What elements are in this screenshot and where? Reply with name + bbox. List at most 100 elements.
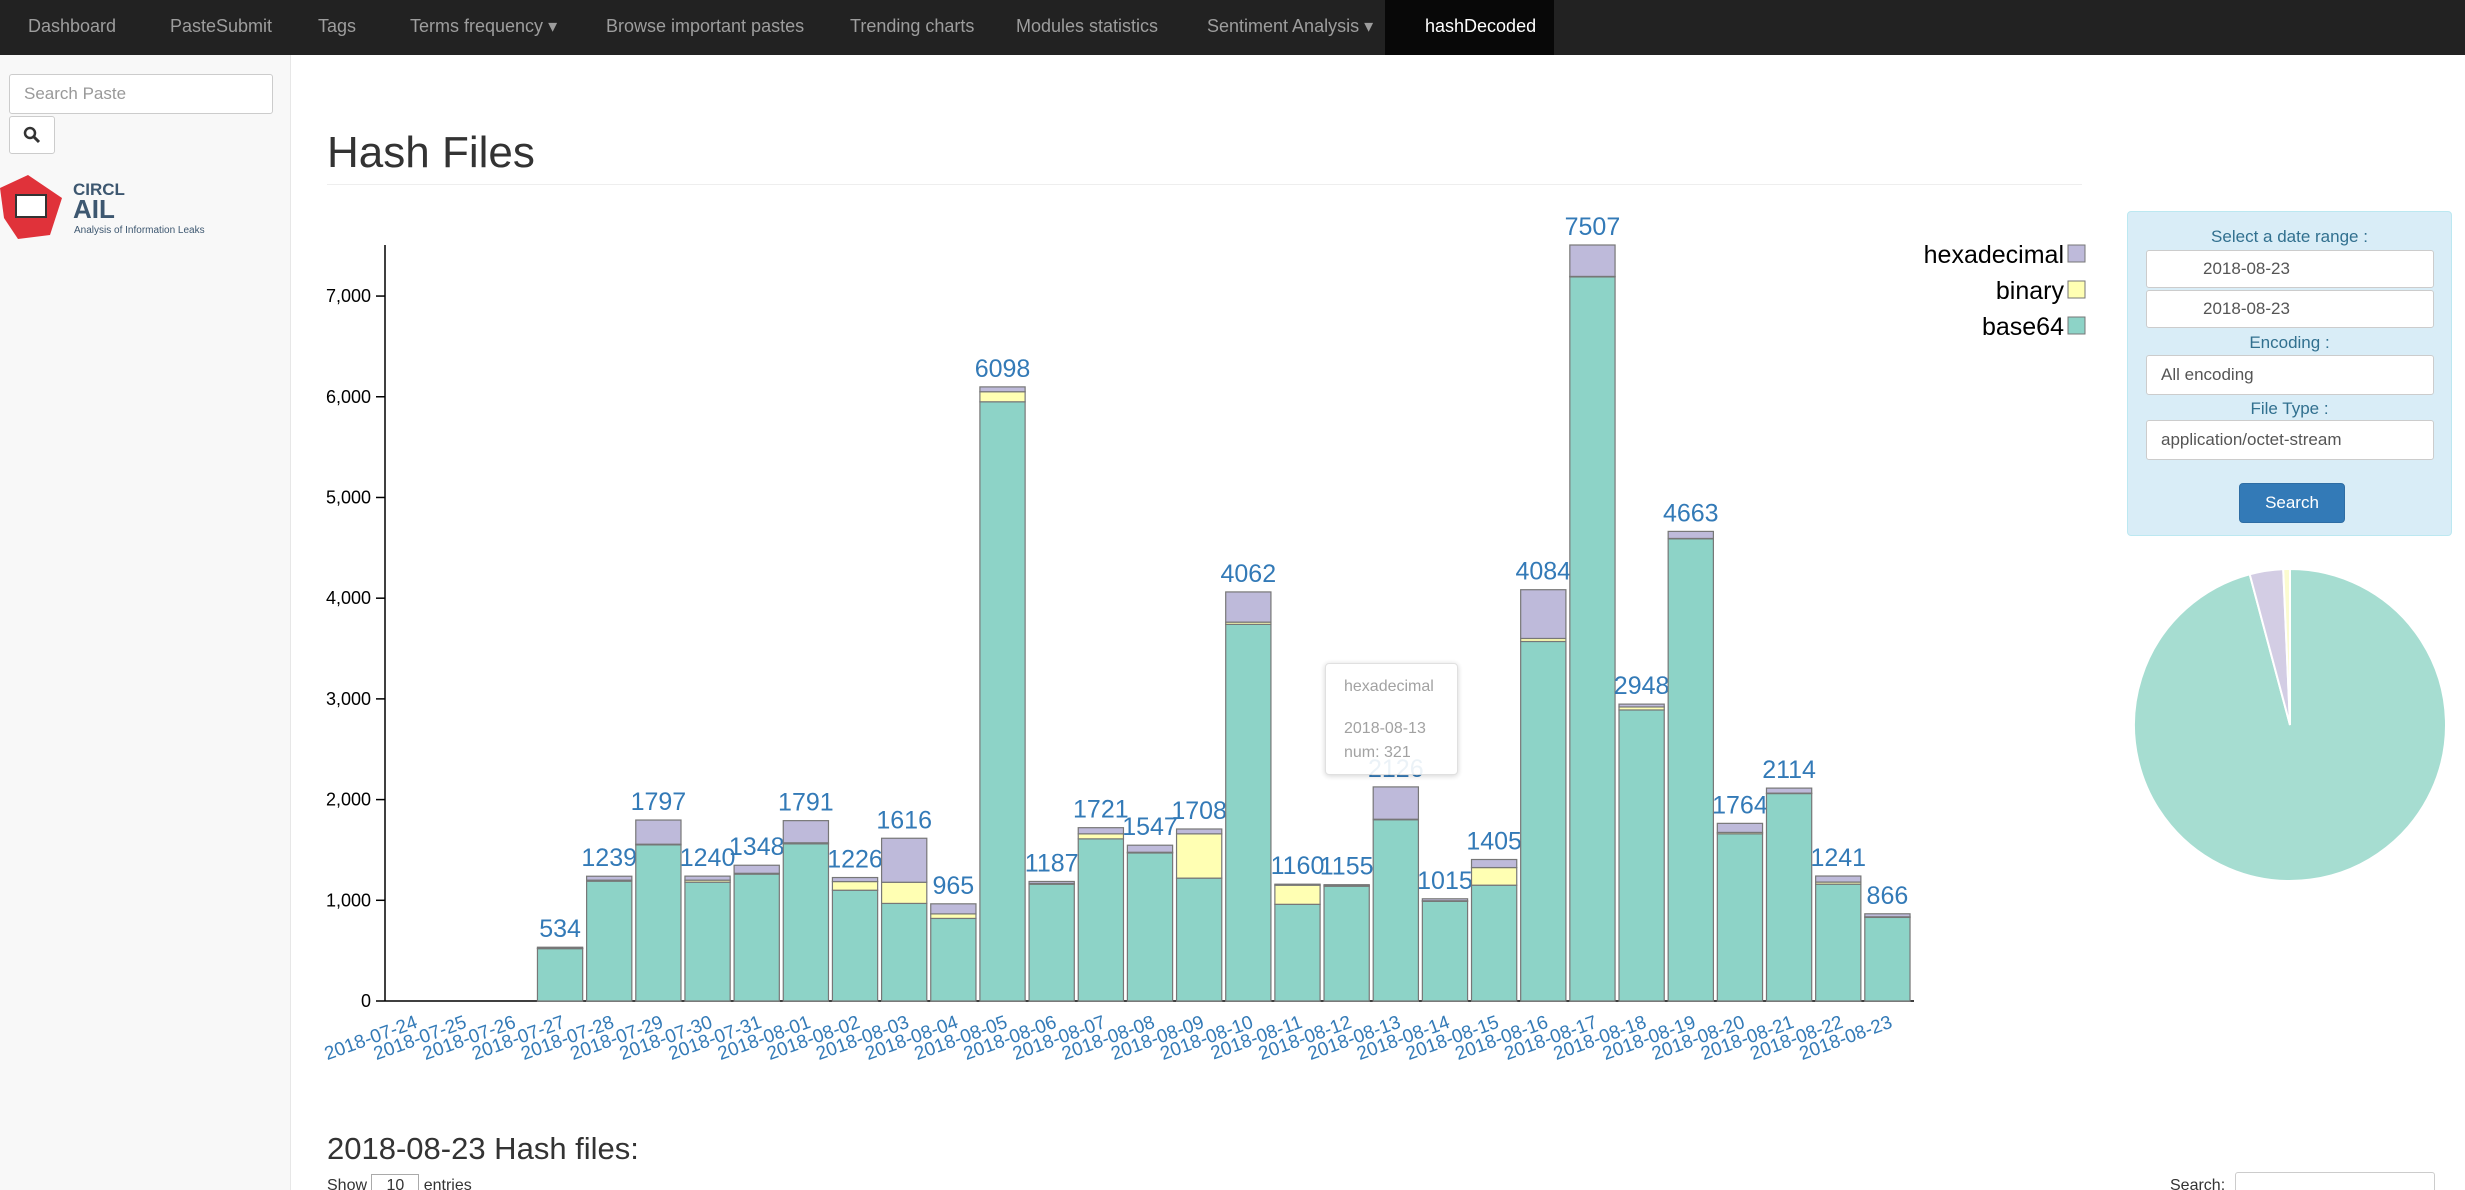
bar-segment[interactable]: [1421, 900, 1469, 1002]
bar-segment[interactable]: [1126, 844, 1174, 853]
bar-segment[interactable]: [1618, 703, 1665, 708]
bar-segment[interactable]: [1618, 709, 1665, 1002]
bar-segment[interactable]: [586, 880, 633, 1002]
y-tick-label: 3,000: [326, 689, 371, 709]
bar-segment[interactable]: [1274, 903, 1321, 1002]
bar-segment[interactable]: [1126, 852, 1174, 1002]
bar-segment[interactable]: [536, 946, 584, 949]
bar-segment[interactable]: [536, 948, 584, 1002]
bar-segment[interactable]: [880, 902, 928, 1002]
bar-segment[interactable]: [1864, 913, 1911, 918]
bar-segment[interactable]: [831, 880, 879, 891]
bar-segment[interactable]: [1520, 589, 1567, 640]
table-search-input[interactable]: [2235, 1172, 2435, 1190]
bar-segment[interactable]: [684, 881, 731, 1002]
bar-segment[interactable]: [1225, 591, 1272, 623]
pie-slice[interactable]: [2282, 567, 2291, 726]
bar-segment[interactable]: [1274, 884, 1321, 905]
nav-text: Terms frequency: [410, 16, 544, 36]
bar-segment[interactable]: [1077, 838, 1125, 1002]
bar-total-label: 965: [932, 872, 974, 900]
nav-link[interactable]: Sentiment Analysis ▾: [1207, 16, 1374, 36]
y-tick-label: 0: [361, 991, 371, 1011]
bar-segment[interactable]: [930, 917, 977, 1002]
y-tick-label: 5,000: [326, 487, 371, 507]
bar-segment[interactable]: [635, 819, 682, 845]
bar-segment[interactable]: [831, 876, 879, 883]
bar-segment[interactable]: [1864, 916, 1911, 1002]
nav-link[interactable]: Tags: [318, 16, 357, 36]
bar-total-label: 4084: [1515, 558, 1571, 586]
bar-segment[interactable]: [782, 843, 830, 1002]
bar-segment[interactable]: [586, 875, 633, 881]
file-type-select[interactable]: application/octet-stream: [2146, 420, 2434, 460]
bar-segment[interactable]: [684, 875, 731, 881]
search-submit[interactable]: Search: [2239, 483, 2345, 523]
nav-link[interactable]: Trending charts: [850, 16, 975, 36]
bar-segment[interactable]: [979, 401, 1026, 1002]
bar-segment[interactable]: [1028, 880, 1075, 885]
bar-segment[interactable]: [1716, 833, 1764, 1002]
bar-segment[interactable]: [1569, 244, 1616, 278]
bar-segment[interactable]: [1175, 833, 1223, 879]
bar-segment[interactable]: [1372, 819, 1420, 1002]
bar-segment[interactable]: [979, 391, 1026, 403]
nav-link[interactable]: Browse important pastes: [606, 16, 805, 36]
tooltip-series: hexadecimal: [1344, 678, 1434, 695]
bar-segment[interactable]: [733, 873, 780, 1002]
bar-segment[interactable]: [1765, 787, 1813, 794]
page-size-select[interactable]: 10: [371, 1174, 420, 1190]
bar-segment[interactable]: [831, 889, 879, 1002]
bar-segment[interactable]: [1667, 530, 1714, 540]
bar-segment[interactable]: [1667, 538, 1714, 1002]
bar-segment[interactable]: [1421, 898, 1469, 902]
bar-segment[interactable]: [1372, 786, 1420, 820]
bar-segment[interactable]: [733, 864, 780, 874]
bar-segment[interactable]: [782, 820, 830, 844]
bar-segment[interactable]: [930, 913, 977, 920]
bar-segment[interactable]: [930, 903, 977, 915]
navbar: Dashboard PasteSubmit Tags Terms frequen…: [0, 0, 2465, 55]
bar-segment[interactable]: [1323, 884, 1370, 887]
bar-segment[interactable]: [1765, 792, 1813, 1002]
bar-segment[interactable]: [1077, 833, 1125, 840]
search-input[interactable]: Search Paste: [9, 74, 273, 114]
bar-segment[interactable]: [1470, 866, 1518, 886]
legend-label: binary: [1996, 277, 2065, 305]
bar-segment[interactable]: [880, 881, 928, 905]
bar-segment[interactable]: [1323, 885, 1370, 1002]
bar-segment[interactable]: [1225, 623, 1272, 1002]
bar-segment[interactable]: [1569, 276, 1616, 1002]
bar-segment[interactable]: [635, 844, 682, 1002]
legend-label: base64: [1982, 313, 2064, 341]
bar-segment[interactable]: [1470, 884, 1518, 1002]
bar-total-label: 2114: [1762, 756, 1816, 784]
nav-link-active[interactable]: hashDecoded: [1385, 0, 1555, 55]
bar-segment[interactable]: [1028, 883, 1075, 1002]
bar-segment[interactable]: [1274, 883, 1321, 886]
bar-segment[interactable]: [1175, 877, 1223, 1002]
nav-link[interactable]: Modules statistics: [1016, 16, 1159, 36]
bar-segment[interactable]: [1716, 822, 1764, 834]
bar-segment[interactable]: [1520, 640, 1567, 1002]
bar-segment[interactable]: [1815, 883, 1862, 1002]
bar-segment[interactable]: [1077, 827, 1125, 835]
nav-link[interactable]: PasteSubmit: [170, 16, 273, 36]
pie-chart: [2133, 567, 2447, 882]
bar-segment[interactable]: [1175, 828, 1223, 835]
nav-link[interactable]: Terms frequency ▾: [410, 16, 558, 36]
bar-segment[interactable]: [1470, 858, 1518, 869]
search-button[interactable]: [9, 116, 55, 154]
entries-text: entries: [423, 1177, 472, 1190]
nav-link[interactable]: Dashboard: [28, 16, 117, 36]
logo-tagline: Analysis of Information Leaks: [74, 225, 205, 236]
encoding-select[interactable]: All encoding: [2146, 355, 2434, 395]
bar-segment[interactable]: [1815, 875, 1862, 883]
date-from[interactable]: 2018-08-23: [2146, 250, 2434, 288]
date-to[interactable]: 2018-08-23: [2146, 290, 2434, 328]
table-title: 2018-08-23 Hash files:: [327, 1131, 639, 1166]
bar-segment[interactable]: [880, 837, 928, 883]
bar-total-label: 4663: [1663, 499, 1719, 527]
pie-slice[interactable]: [2133, 567, 2447, 882]
bar-segment[interactable]: [979, 386, 1026, 393]
